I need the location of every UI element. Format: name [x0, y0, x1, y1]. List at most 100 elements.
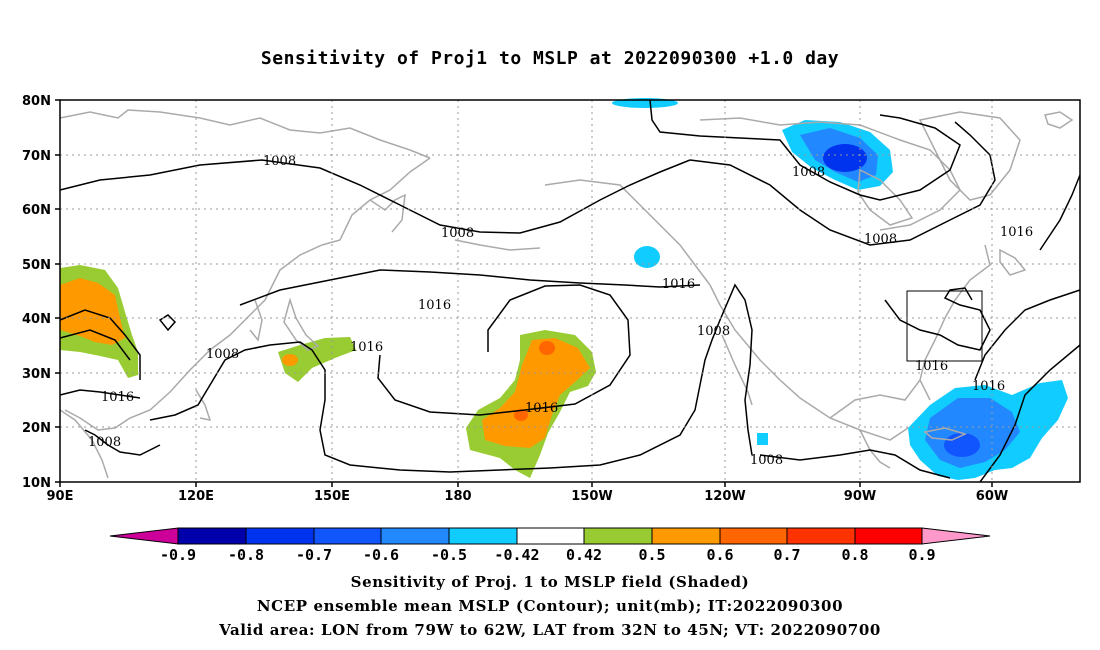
- coast-gulf: [829, 379, 921, 419]
- lat-lon-grid: [60, 100, 1080, 482]
- colorbar-cell: [448, 527, 518, 545]
- colorbar-label: 0.5: [638, 546, 665, 564]
- colorbar-cell: [516, 527, 585, 545]
- axis-ticks: [55, 99, 993, 487]
- lon-label: 60W: [976, 489, 1008, 504]
- coast-korea: [249, 299, 263, 342]
- contour-label: 1008: [697, 324, 730, 339]
- contour-label: 1016: [525, 401, 558, 416]
- shade-negative-caribbean-core: [944, 433, 980, 457]
- contour-1016-atlantic: [979, 344, 1081, 483]
- contour-label: 1008: [206, 347, 239, 362]
- contour-1008-west-pacific: [149, 283, 753, 473]
- coast-cuba: [923, 427, 968, 441]
- contour-label: 1016: [101, 390, 134, 405]
- contour-asia-west-2: [59, 329, 131, 361]
- coast-greenland: [918, 111, 1021, 201]
- contour-1008-north-asia: [59, 159, 691, 234]
- contour-asia-west: [59, 309, 141, 380]
- contour-label: 1008: [750, 453, 783, 468]
- shade-negative-mexico: [757, 433, 768, 445]
- colorbar-label: -0.9: [160, 546, 196, 564]
- contour-label: 1008: [792, 165, 825, 180]
- contour-label: 1016: [350, 340, 383, 355]
- shade-positive-pacific-peak-north: [539, 341, 555, 355]
- shade-positive-pacific-core: [482, 338, 590, 448]
- coast-asia-east: [64, 157, 431, 431]
- colorbar-cell: [651, 527, 721, 545]
- shade-negative-greenland-core: [823, 144, 867, 172]
- colorbar-label: -0.7: [296, 546, 332, 564]
- contour-label: 1008: [88, 435, 121, 450]
- lat-label: 80N: [22, 94, 51, 109]
- colorbar-label: -0.5: [431, 546, 467, 564]
- lat-label: 40N: [22, 312, 51, 327]
- contour-small-circle-1: [158, 314, 177, 332]
- coast-east-us: [919, 244, 991, 401]
- shade-positive-japan-core: [282, 354, 298, 366]
- colorbar-cell: [786, 527, 856, 545]
- contour-1016-east: [1039, 174, 1081, 251]
- caption-contour: NCEP ensemble mean MSLP (Contour); unit(…: [256, 597, 844, 615]
- coast-japan: [283, 297, 320, 351]
- contour-1016-central: [377, 284, 631, 416]
- coastlines: [59, 109, 1074, 479]
- coast-canada-arctic: [699, 117, 961, 231]
- colorbar-label: 0.42: [566, 546, 602, 564]
- colorbar: [109, 527, 991, 545]
- lon-label: 90E: [47, 489, 74, 504]
- map-frame: [59, 99, 1081, 483]
- contour-1008-south-asia: [59, 389, 141, 399]
- contour-small-low: [84, 429, 161, 456]
- latitude-labels: 80N 70N 60N 50N 40N 30N 20N 10N: [22, 94, 51, 491]
- caption-shading: Sensitivity of Proj. 1 to MSLP field (Sh…: [350, 573, 750, 591]
- contour-1008-arctic: [649, 99, 961, 201]
- colorbar-labels: -0.9 -0.8 -0.7 -0.6 -0.5 -0.42 0.42 0.5 …: [160, 546, 936, 564]
- lat-label: 20N: [22, 421, 51, 436]
- coast-iceland: [1044, 111, 1074, 129]
- contour-label: 1016: [662, 277, 695, 292]
- lat-label: 70N: [22, 149, 51, 164]
- colorbar-label: -0.8: [228, 546, 264, 564]
- coast-central-america: [859, 429, 891, 469]
- colorbar-cell: [109, 527, 179, 545]
- coast-baja: [721, 334, 753, 406]
- lat-label: 50N: [22, 258, 51, 273]
- contour-label: 1008: [441, 226, 474, 241]
- caption-valid-area: Valid area: LON from 79W to 62W, LAT fro…: [219, 621, 881, 639]
- coast-philippines: [195, 389, 212, 421]
- contour-1016-box: [884, 287, 991, 351]
- coast-aleutian: [454, 239, 541, 251]
- longitude-labels: 90E 120E 150E 180 150W 120W 90W 60W: [47, 489, 1009, 504]
- lon-label: 150W: [571, 489, 612, 504]
- lat-label: 30N: [22, 367, 51, 382]
- lon-label: 150E: [314, 489, 350, 504]
- colorbar-cell: [719, 527, 788, 545]
- contour-label: 1016: [418, 298, 451, 313]
- colorbar-label: 0.9: [908, 546, 935, 564]
- colorbar-label: -0.6: [363, 546, 399, 564]
- shade-positive-pacific-peak-south: [514, 409, 528, 421]
- lat-label: 10N: [22, 476, 51, 491]
- coast-alaska: [544, 179, 711, 286]
- valid-area-box: [906, 290, 983, 362]
- lat-label: 60N: [22, 203, 51, 218]
- colorbar-cell: [177, 527, 247, 545]
- lon-label: 120W: [704, 489, 745, 504]
- contour-label: 1008: [864, 232, 897, 247]
- colorbar-cell: [313, 527, 382, 545]
- colorbar-label: 0.6: [706, 546, 733, 564]
- contour-label: 1008: [263, 154, 296, 169]
- contour-label: 1016: [972, 379, 1005, 394]
- contour-label: 1016: [915, 359, 948, 374]
- contour-label-group: 1008 1008 1016 1008 1008 1016 1016 1016 …: [88, 154, 1033, 468]
- shade-positive-japan: [278, 337, 356, 382]
- sensitivity-shading: [60, 98, 1068, 480]
- colorbar-cell: [921, 527, 991, 545]
- colorbar-cell: [380, 527, 450, 545]
- coast-kamchatka: [369, 193, 406, 233]
- colorbar-label: 0.7: [773, 546, 800, 564]
- shade-negative-pacific-nw: [634, 246, 660, 268]
- shade-positive-asia-core: [60, 278, 125, 345]
